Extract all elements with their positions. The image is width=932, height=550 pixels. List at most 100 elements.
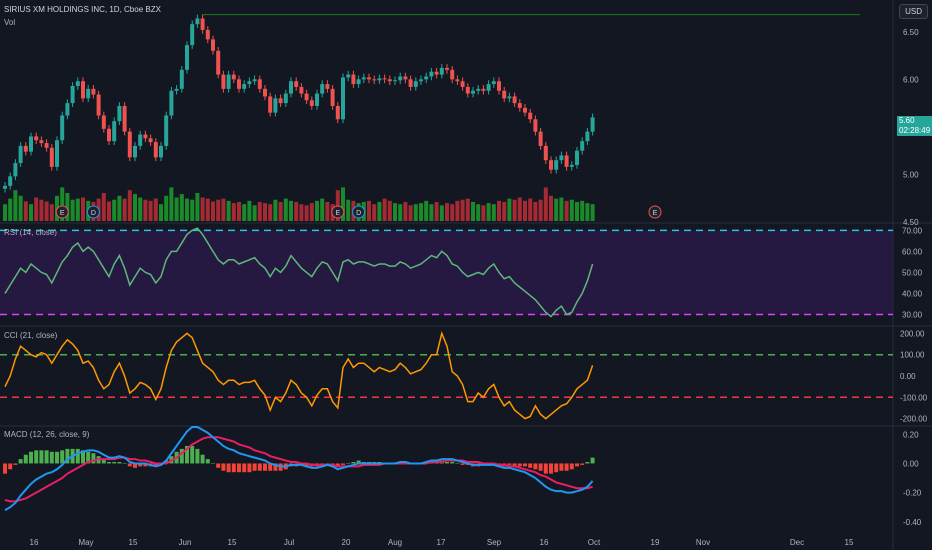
cci-tick-label: 200.00	[900, 329, 925, 338]
candle	[143, 134, 148, 139]
volume-bar	[585, 203, 590, 221]
candle	[75, 81, 80, 86]
volume-bar	[159, 204, 163, 221]
candle	[341, 77, 345, 120]
candle	[252, 79, 257, 82]
price-tick-label: 6.50	[903, 28, 919, 37]
macd-histogram-bar	[226, 463, 231, 473]
candle	[538, 131, 543, 146]
candle	[320, 84, 325, 94]
volume-bar	[263, 203, 267, 221]
macd-histogram-bar	[39, 450, 44, 464]
macd-histogram-bar	[23, 454, 28, 464]
volume-bar	[523, 200, 527, 221]
volume-bar	[512, 199, 517, 221]
volume-bar	[23, 201, 28, 221]
volume-bar	[127, 190, 132, 221]
volume-bar	[3, 204, 7, 221]
x-axis-tick-label: 17	[437, 538, 446, 547]
volume-bar	[455, 200, 460, 221]
macd-histogram-bar	[554, 463, 559, 473]
candle	[273, 98, 278, 113]
volume-bar	[122, 198, 127, 221]
cci-tick-label: 100.00	[900, 351, 925, 360]
macd-histogram-bar	[112, 462, 117, 464]
volume-bar	[491, 204, 496, 221]
macd-histogram-bar	[133, 463, 137, 468]
candle	[242, 84, 247, 89]
candle	[96, 94, 101, 116]
macd-histogram-bar	[153, 463, 158, 467]
volume-bar	[367, 200, 371, 221]
macd-histogram-bar	[351, 462, 356, 464]
candle	[356, 79, 361, 85]
volume-bar	[221, 198, 226, 221]
macd-histogram-bar	[263, 463, 267, 471]
macd-histogram-bar	[18, 459, 23, 464]
candle	[18, 145, 23, 164]
volume-bar	[49, 204, 54, 221]
macd-histogram-bar	[247, 463, 252, 473]
candle	[44, 143, 49, 148]
rsi-title: RSI (14, close)	[4, 228, 57, 237]
macd-histogram-bar	[122, 463, 127, 464]
volume-bar	[320, 198, 325, 221]
macd-histogram-bar	[101, 459, 106, 464]
volume-bar	[497, 200, 501, 221]
candle	[169, 90, 174, 116]
volume-bar	[554, 198, 559, 221]
volume-bar	[81, 197, 85, 221]
volume-bar	[247, 200, 252, 221]
candle	[419, 79, 423, 82]
event-marker-label: D	[356, 210, 361, 217]
volume-bar	[299, 204, 304, 221]
price-tick-label: 5.00	[903, 170, 919, 179]
candle	[211, 39, 215, 51]
candle	[159, 145, 163, 158]
candle	[569, 164, 574, 167]
event-marker-label: E	[653, 210, 658, 217]
candle	[491, 81, 496, 85]
volume-bar	[408, 205, 413, 221]
volume-bar	[398, 204, 403, 221]
macd-histogram-bar	[65, 448, 70, 464]
x-axis-tick-label: Jun	[179, 538, 192, 547]
macd-histogram-bar	[517, 463, 522, 467]
volume-bar	[507, 198, 512, 221]
volume-bar	[169, 187, 174, 221]
macd-histogram-bar	[60, 450, 65, 464]
volume-bar	[502, 201, 507, 221]
volume-bar	[382, 198, 387, 221]
volume-bar	[429, 204, 434, 221]
macd-histogram-bar	[179, 448, 184, 464]
candle	[309, 100, 314, 106]
macd-histogram-bar	[590, 457, 595, 464]
candle	[39, 140, 44, 144]
macd-histogram-bar	[575, 463, 579, 467]
candle	[387, 79, 392, 82]
volume-bar	[403, 201, 408, 221]
volume-bar	[445, 203, 449, 221]
macd-title: MACD (12, 26, close, 9)	[4, 430, 90, 439]
volume-bar	[283, 198, 288, 221]
macd-histogram-bar	[585, 462, 590, 464]
candle	[497, 81, 501, 91]
rsi-tick-label: 40.00	[902, 289, 923, 298]
candle	[590, 117, 595, 132]
candle	[107, 128, 111, 142]
macd-histogram-bar	[231, 463, 236, 473]
candle	[185, 45, 189, 70]
volume-bar	[257, 201, 262, 221]
candle	[502, 90, 507, 99]
currency-button[interactable]: USD	[899, 4, 928, 19]
x-axis-tick-label: 19	[651, 538, 660, 547]
candle	[221, 74, 226, 89]
volume-bar	[133, 194, 137, 221]
volume-bar	[450, 204, 455, 221]
candle	[533, 119, 538, 132]
macd-histogram-bar	[117, 462, 122, 464]
macd-histogram-bar	[252, 463, 257, 471]
macd-histogram-bar	[549, 463, 553, 474]
candle	[585, 131, 590, 142]
